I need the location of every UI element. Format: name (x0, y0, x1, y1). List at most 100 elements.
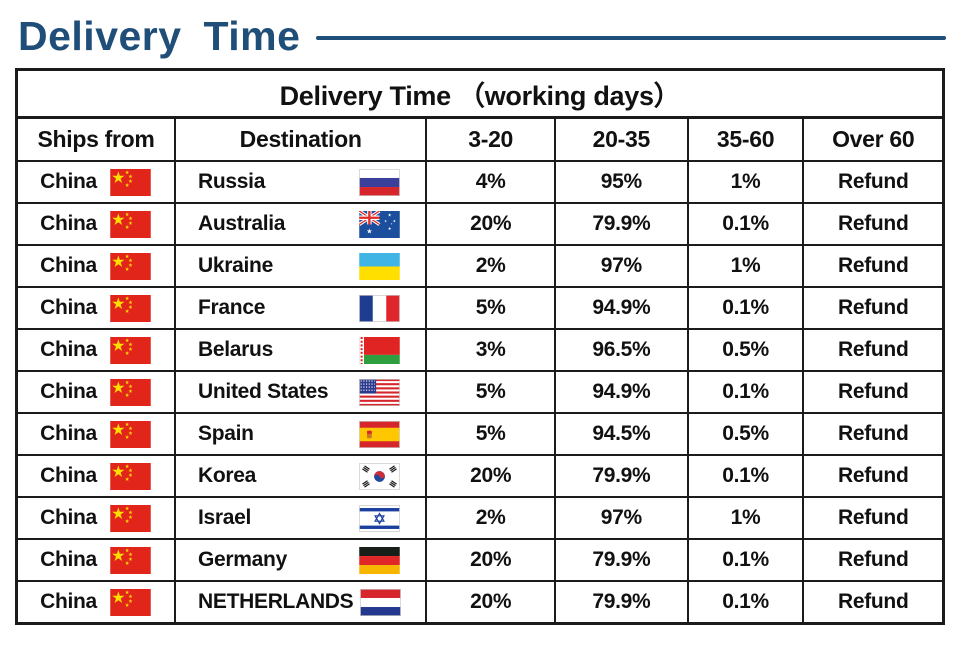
destination-cell: United States (174, 370, 428, 414)
ships-from-label: China (40, 296, 97, 319)
pct-20-35-cell: 79.9% (554, 202, 689, 246)
spain-flag-icon (358, 420, 401, 448)
ships-from-cell: China (15, 286, 177, 330)
table-row: China France 5% 94.9% 0.1% Refund (15, 286, 945, 330)
ships-from-label: China (40, 464, 97, 487)
destination-label: Belarus (198, 338, 273, 361)
ships-from-cell: China (15, 328, 177, 372)
table-row: China Belarus 3% 96.5% 0.5% Refund (15, 328, 945, 372)
pct-20-35-cell: 96.5% (554, 328, 689, 372)
destination-label: Spain (198, 422, 254, 445)
pct-20-35-cell: 95% (554, 160, 689, 204)
table-row: China NETHERLANDS 20% 79.9% 0.1% Refund (15, 580, 945, 625)
belarus-flag-icon (358, 336, 401, 364)
page-header: Delivery Time (0, 0, 960, 56)
pct-20-35-cell: 79.9% (554, 580, 689, 625)
pct-20-35-cell: 94.9% (554, 286, 689, 330)
destination-label: Australia (198, 212, 286, 235)
china-flag-icon (109, 504, 152, 532)
over-60-cell: Refund (802, 580, 945, 625)
destination-cell: Ukraine (174, 244, 428, 288)
china-flag-icon (109, 546, 152, 574)
ships-from-cell: China (15, 202, 177, 246)
col-header-ships-from: Ships from (15, 116, 177, 162)
china-flag-icon (109, 462, 152, 490)
destination-cell: France (174, 286, 428, 330)
pct-35-60-cell: 0.1% (686, 202, 805, 246)
pct-35-60-cell: 0.1% (686, 454, 805, 498)
destination-label: Ukraine (198, 254, 273, 277)
over-60-cell: Refund (802, 202, 945, 246)
over-60-cell: Refund (802, 454, 945, 498)
china-flag-icon (109, 420, 152, 448)
ships-from-label: China (40, 506, 97, 529)
pct-20-35-cell: 94.5% (554, 412, 689, 456)
title-rule (316, 36, 946, 40)
pct-20-35-cell: 79.9% (554, 454, 689, 498)
netherlands-flag-icon (359, 588, 402, 616)
pct-20-35-cell: 97% (554, 496, 689, 540)
pct-3-20-cell: 20% (425, 538, 557, 582)
ships-from-label: China (40, 338, 97, 361)
china-flag-icon (109, 378, 152, 406)
china-flag-icon (109, 210, 152, 238)
over-60-cell: Refund (802, 328, 945, 372)
ships-from-cell: China (15, 454, 177, 498)
col-header-3-20: 3-20 (425, 116, 557, 162)
table-row: China United States 5% 94.9% 0.1% Refund (15, 370, 945, 414)
over-60-cell: Refund (802, 244, 945, 288)
pct-35-60-cell: 0.1% (686, 580, 805, 625)
china-flag-icon (109, 336, 152, 364)
destination-label: Israel (198, 506, 252, 529)
over-60-cell: Refund (802, 286, 945, 330)
pct-20-35-cell: 97% (554, 244, 689, 288)
column-header-row: Ships from Destination 3-20 20-35 35-60 … (15, 116, 945, 162)
ships-from-label: China (40, 170, 97, 193)
germany-flag-icon (358, 546, 401, 574)
ships-from-cell: China (15, 580, 177, 625)
pct-3-20-cell: 3% (425, 328, 557, 372)
ships-from-cell: China (15, 370, 177, 414)
pct-3-20-cell: 5% (425, 286, 557, 330)
destination-label: Korea (198, 464, 257, 487)
over-60-cell: Refund (802, 370, 945, 414)
destination-cell: Russia (174, 160, 428, 204)
china-flag-icon (109, 588, 152, 616)
pct-3-20-cell: 20% (425, 454, 557, 498)
page-title: Delivery Time (18, 12, 301, 59)
france-flag-icon (358, 294, 401, 322)
pct-3-20-cell: 4% (425, 160, 557, 204)
table-row: China Spain 5% 94.5% 0.5% Refund (15, 412, 945, 456)
pct-3-20-cell: 2% (425, 496, 557, 540)
pct-20-35-cell: 94.9% (554, 370, 689, 414)
ships-from-label: China (40, 212, 97, 235)
delivery-time-table: Delivery Time （working days） Ships from … (15, 68, 945, 625)
ships-from-label: China (40, 548, 97, 571)
table-row: China Ukraine 2% 97% 1% Refund (15, 244, 945, 288)
china-flag-icon (109, 168, 152, 196)
pct-3-20-cell: 2% (425, 244, 557, 288)
pct-20-35-cell: 79.9% (554, 538, 689, 582)
pct-3-20-cell: 20% (425, 580, 557, 625)
table-caption: Delivery Time （working days） (15, 68, 945, 119)
table-row: China Germany 20% 79.9% 0.1% Refund (15, 538, 945, 582)
destination-cell: Belarus (174, 328, 428, 372)
table-row: China Korea 20% 79.9% 0.1% Refund (15, 454, 945, 498)
table-row: China Australia 20% 79.9% 0.1% Refund (15, 202, 945, 246)
korea-flag-icon (358, 462, 401, 490)
pct-3-20-cell: 20% (425, 202, 557, 246)
ships-from-cell: China (15, 538, 177, 582)
destination-cell: Korea (174, 454, 428, 498)
ships-from-label: China (40, 590, 97, 613)
table-row: China Russia 4% 95% 1% Refund (15, 160, 945, 204)
destination-cell: Spain (174, 412, 428, 456)
over-60-cell: Refund (802, 160, 945, 204)
over-60-cell: Refund (802, 412, 945, 456)
china-flag-icon (109, 294, 152, 322)
ships-from-cell: China (15, 412, 177, 456)
col-header-20-35: 20-35 (554, 116, 689, 162)
pct-35-60-cell: 0.1% (686, 370, 805, 414)
destination-cell: Israel (174, 496, 428, 540)
destination-label: United States (198, 380, 329, 403)
